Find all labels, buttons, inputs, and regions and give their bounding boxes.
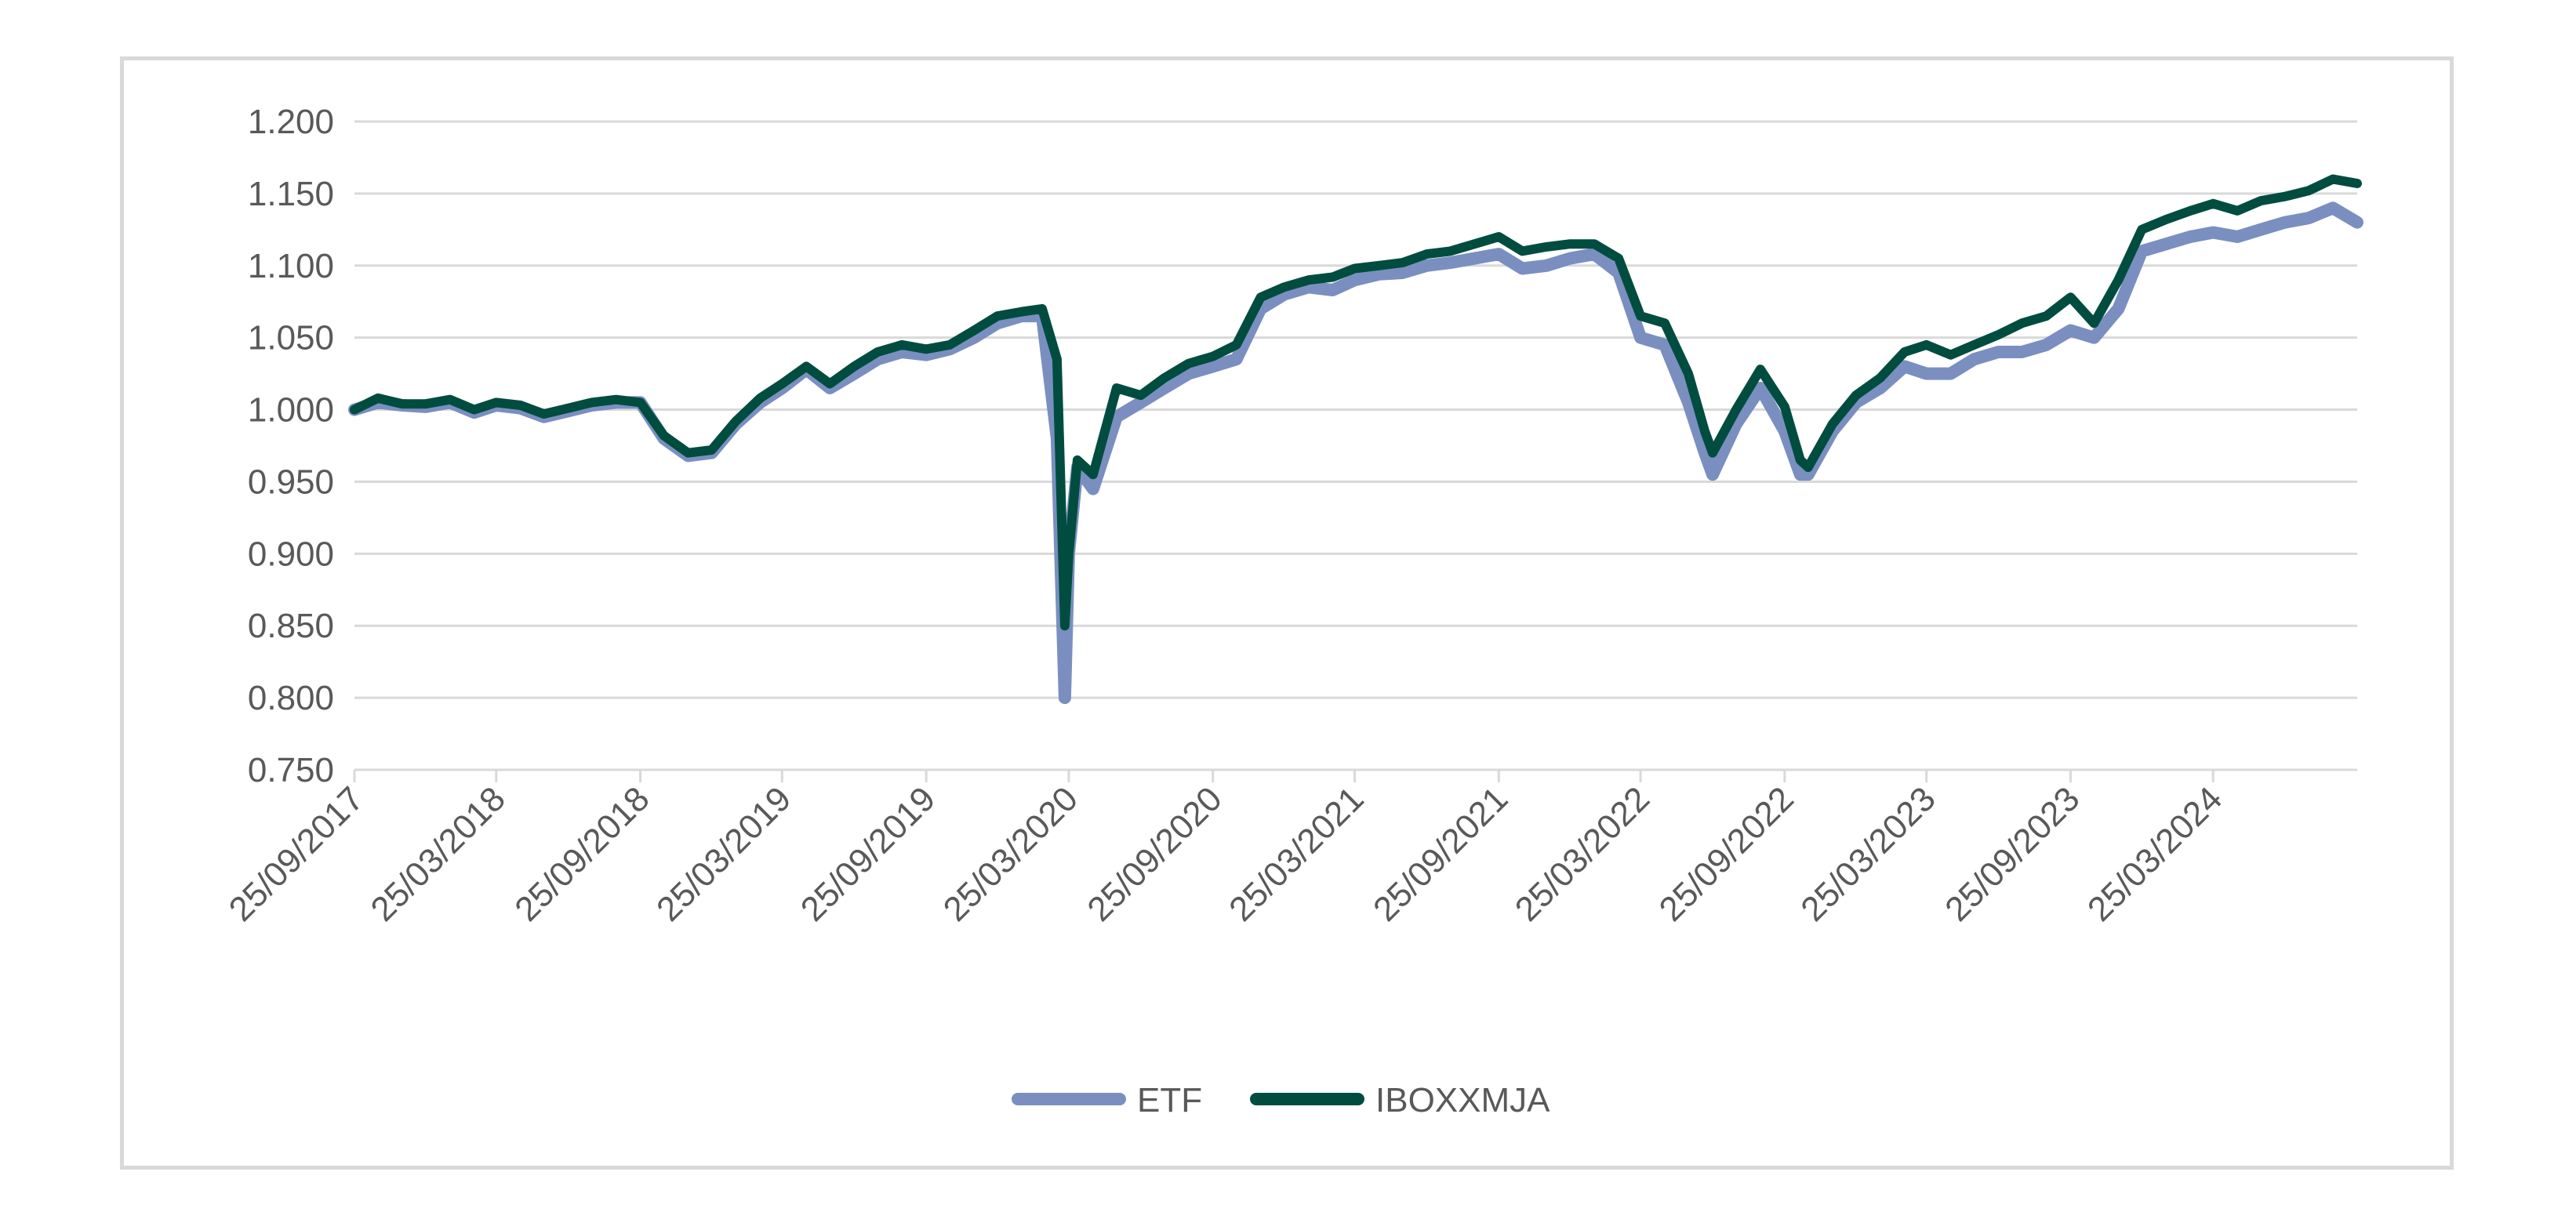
x-tick-label: 25/03/2018 — [363, 779, 512, 928]
x-tick-label: 25/03/2023 — [1793, 779, 1942, 928]
x-tick-label: 25/09/2018 — [507, 779, 656, 928]
legend-label-etf: ETF — [1137, 1081, 1202, 1119]
series-line-iboxxmja — [350, 174, 2362, 631]
legend-label-iboxxmja: IBOXXMJA — [1375, 1081, 1550, 1119]
y-tick-label: 1.200 — [248, 103, 334, 141]
y-tick-label: 0.850 — [248, 607, 334, 645]
y-tick-label: 0.900 — [248, 535, 334, 573]
x-tick-label: 25/09/2022 — [1652, 779, 1801, 928]
y-axis-ticks: 1.200 1.150 1.100 1.050 1.000 0.950 0.900 0.850… — [248, 103, 334, 789]
x-axis-ticks: 25/09/201725/03/201825/09/201825/03/2019… — [222, 770, 2229, 929]
x-tick-label: 25/03/2021 — [1222, 779, 1371, 928]
x-tick-label: 25/03/2019 — [649, 779, 798, 928]
x-tick-label: 25/09/2017 — [222, 779, 371, 928]
series-line-etf — [348, 201, 2363, 705]
y-tick-label: 0.950 — [248, 463, 334, 501]
x-tick-label: 25/03/2024 — [2080, 779, 2229, 928]
x-tick-label: 25/09/2019 — [794, 779, 943, 928]
legend: ETF IBOXXMJA — [1012, 1081, 1550, 1119]
series-lines — [348, 174, 2363, 705]
x-tick-label: 25/03/2022 — [1508, 779, 1657, 928]
y-tick-label: 1.000 — [248, 391, 334, 430]
x-tick-label: 25/09/2020 — [1080, 779, 1229, 928]
y-tick-label: 1.050 — [248, 319, 334, 357]
y-tick-label: 1.100 — [248, 247, 334, 285]
x-tick-label: 25/09/2023 — [1938, 779, 2087, 928]
chart-frame: 1.200 1.150 1.100 1.050 1.000 0.950 0.900 0.850… — [120, 56, 2454, 1170]
gridlines — [354, 120, 2357, 699]
y-tick-label: 1.150 — [248, 175, 334, 213]
line-chart: 1.200 1.150 1.100 1.050 1.000 0.950 0.900 0.850… — [222, 103, 2363, 1119]
y-tick-label: 0.750 — [248, 751, 334, 789]
y-tick-label: 0.800 — [248, 679, 334, 717]
x-tick-label: 25/09/2021 — [1366, 779, 1515, 928]
x-tick-label: 25/03/2020 — [936, 779, 1085, 928]
